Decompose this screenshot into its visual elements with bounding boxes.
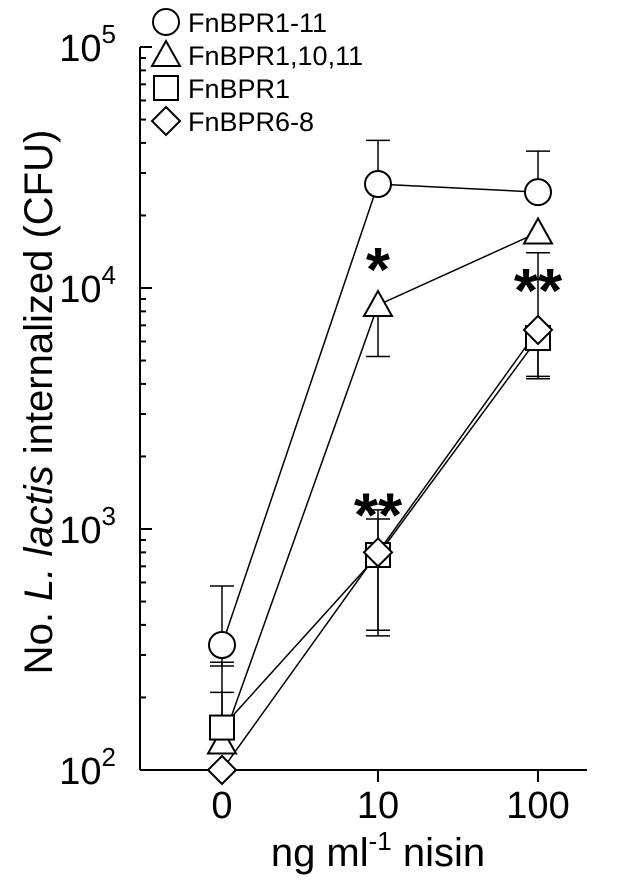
x-tick-label: 0: [211, 785, 232, 827]
legend-label: FnBPR1: [188, 74, 290, 104]
legend-marker-diamond: [150, 105, 182, 137]
marker-circle: [524, 178, 552, 207]
legend-marker-circle: [152, 8, 180, 36]
y-tick-label: 103: [59, 501, 116, 552]
error-bars: [210, 139, 550, 743]
y-axis-title: No. L. lactis internalized (CFU): [17, 130, 61, 675]
legend-marker-triangle: [150, 38, 182, 67]
legend-label: FnBPR6-8: [188, 107, 314, 137]
data-markers: [206, 170, 554, 786]
legend-marker-square: [153, 75, 179, 101]
significance-label: **: [514, 257, 563, 326]
marker-square: [209, 714, 235, 741]
marker-diamond: [362, 536, 394, 568]
x-axis-title-suffix: nisin: [392, 831, 485, 875]
marker-diamond: [206, 754, 238, 786]
y-tick-label-exponent: 2: [102, 742, 116, 772]
marker-triangle: [522, 216, 554, 245]
significance-label: **: [354, 481, 403, 550]
y-tick-label-exponent: 4: [102, 260, 116, 290]
y-tick-label-base: 10: [59, 269, 101, 311]
y-tick-label: 102: [59, 742, 116, 793]
legend-label: FnBPR1,10,11: [188, 41, 363, 71]
x-axis-title-prefix: ng ml: [271, 831, 369, 875]
x-tick-label: 10: [357, 785, 399, 827]
marker-triangle: [206, 726, 238, 755]
marker-triangle: [362, 288, 394, 318]
y-axis-title-prefix: No.: [17, 601, 61, 674]
y-axis-title-suffix: internalized (CFU): [17, 130, 61, 466]
marker-circle: [208, 631, 236, 660]
x-tick-label: 100: [506, 785, 569, 827]
y-axis-title-italic: L. lactis: [17, 465, 61, 601]
significance-label: *: [366, 236, 391, 305]
y-tick-label: 105: [59, 19, 116, 70]
x-axis-title-superscript: -1: [369, 826, 392, 856]
y-tick-label: 104: [59, 260, 116, 311]
marker-circle: [364, 170, 392, 199]
y-tick-label-base: 10: [59, 510, 101, 552]
y-tick-label-exponent: 3: [102, 501, 116, 531]
significance-annotations: *****: [354, 236, 563, 550]
x-axis-title: ng ml-1 nisin: [271, 826, 485, 875]
legend-label: FnBPR1-11: [188, 8, 327, 38]
y-tick-label-base: 10: [59, 28, 101, 70]
marker-diamond: [522, 314, 554, 346]
y-tick-label-base: 10: [59, 751, 101, 793]
y-tick-label-exponent: 5: [102, 19, 116, 49]
